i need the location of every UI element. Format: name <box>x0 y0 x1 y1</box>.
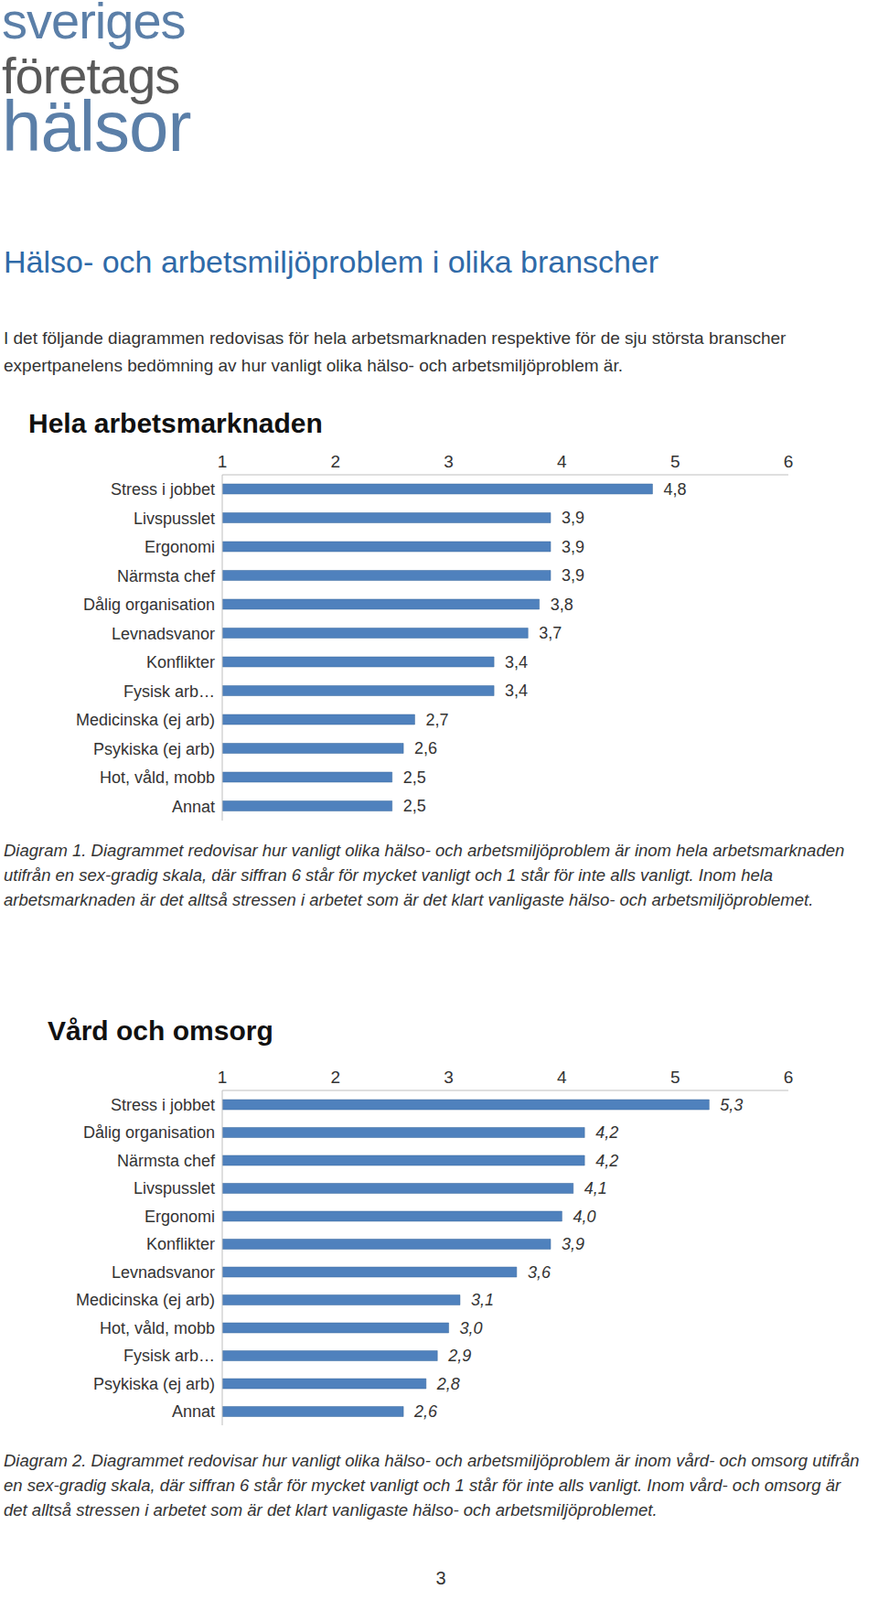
svg-text:2,7: 2,7 <box>425 710 449 729</box>
svg-text:3: 3 <box>443 451 454 472</box>
svg-text:2,8: 2,8 <box>436 1374 461 1393</box>
html-text:Diagram 1. Diagrammet redovisa: Diagram 1. Diagrammet redovisar hur vanl… <box>3 840 845 910</box>
html-text:företags: företags <box>1 46 180 105</box>
svg-text:Dålig organisation: Dålig organisation <box>83 595 215 614</box>
svg-text:4: 4 <box>556 451 568 472</box>
svg-text:3,0: 3,0 <box>460 1318 483 1338</box>
html-text:Diagram 2. Diagrammet redovisa: Diagram 2. Diagrammet redovisar hur vanl… <box>3 1450 860 1520</box>
svg-text:3,6: 3,6 <box>527 1263 552 1282</box>
svg-text:3,4: 3,4 <box>504 681 528 700</box>
html-text:Hälso- och arbetsmiljöproblem: Hälso- och arbetsmiljöproblem i olika br… <box>3 244 659 279</box>
svg-text:2,6: 2,6 <box>413 1402 439 1421</box>
svg-text:Hot, våld, mobb: Hot, våld, mobb <box>99 1318 215 1338</box>
svg-text:4,8: 4,8 <box>663 480 686 499</box>
svg-text:Dålig organisation: Dålig organisation <box>83 1123 215 1142</box>
svg-text:Livspusslet: Livspusslet <box>133 509 215 528</box>
svg-text:3,9: 3,9 <box>561 1234 585 1253</box>
svg-text:Psykiska (ej arb): Psykiska (ej arb) <box>93 739 215 759</box>
svg-text:3,9: 3,9 <box>561 566 585 585</box>
html-text:3: 3 <box>435 1567 446 1588</box>
svg-text:Medicinska (ej arb): Medicinska (ej arb) <box>75 710 215 729</box>
svg-text:3,9: 3,9 <box>561 508 585 527</box>
svg-text:Konflikter: Konflikter <box>146 1234 215 1253</box>
svg-text:6: 6 <box>783 1067 794 1087</box>
svg-text:1: 1 <box>217 451 228 472</box>
svg-text:Närmsta chef: Närmsta chef <box>117 567 216 586</box>
svg-text:5: 5 <box>670 1067 681 1087</box>
svg-text:4: 4 <box>556 1067 568 1087</box>
svg-text:Annat: Annat <box>171 797 215 816</box>
svg-text:2,6: 2,6 <box>414 738 438 758</box>
svg-text:3,1: 3,1 <box>471 1290 494 1309</box>
svg-text:3,9: 3,9 <box>561 537 585 557</box>
svg-text:3,8: 3,8 <box>550 595 574 614</box>
html-text:I det följande diagrammen redo: I det följande diagrammen redovisas för … <box>3 328 787 375</box>
svg-text:Medicinska (ej arb): Medicinska (ej arb) <box>75 1290 215 1309</box>
svg-text:Psykiska (ej arb): Psykiska (ej arb) <box>93 1374 215 1393</box>
svg-text:Stress i jobbet: Stress i jobbet <box>110 480 215 499</box>
html-text:hälsor: hälsor <box>1 85 191 167</box>
svg-text:3: 3 <box>443 1067 454 1087</box>
svg-text:5,3: 5,3 <box>719 1095 743 1114</box>
html-text:Vård och omsorg: Vård och omsorg <box>47 1015 274 1046</box>
svg-text:6: 6 <box>783 451 794 472</box>
svg-text:Levnadsvanor: Levnadsvanor <box>111 624 215 643</box>
svg-text:Konflikter: Konflikter <box>146 653 215 672</box>
svg-text:Hot, våld, mobb: Hot, våld, mobb <box>99 768 215 787</box>
svg-text:4,2: 4,2 <box>595 1123 619 1142</box>
svg-text:Levnadsvanor: Levnadsvanor <box>111 1263 215 1282</box>
svg-text:2,5: 2,5 <box>403 768 427 787</box>
svg-text:4,1: 4,1 <box>584 1178 608 1198</box>
svg-text:3,4: 3,4 <box>504 653 528 672</box>
svg-text:2: 2 <box>331 451 342 472</box>
svg-text:2,5: 2,5 <box>403 796 427 815</box>
svg-text:Livspusslet: Livspusslet <box>133 1178 215 1198</box>
svg-text:Annat: Annat <box>171 1402 215 1421</box>
svg-text:2: 2 <box>331 1067 342 1087</box>
svg-text:5: 5 <box>670 451 681 472</box>
svg-text:Stress i jobbet: Stress i jobbet <box>110 1095 215 1114</box>
svg-text:4,2: 4,2 <box>595 1151 619 1170</box>
svg-text:2,9: 2,9 <box>447 1346 472 1365</box>
svg-text:Ergonomi: Ergonomi <box>144 1207 215 1226</box>
svg-text:Ergonomi: Ergonomi <box>144 537 215 557</box>
svg-text:Fysisk arb…: Fysisk arb… <box>123 682 215 701</box>
html-text:Hela arbetsmarknaden: Hela arbetsmarknaden <box>28 407 323 439</box>
svg-text:4,0: 4,0 <box>572 1207 596 1226</box>
svg-text:Fysisk arb…: Fysisk arb… <box>123 1346 215 1365</box>
svg-text:3,7: 3,7 <box>538 623 562 643</box>
svg-text:Närmsta chef: Närmsta chef <box>117 1151 216 1170</box>
svg-text:1: 1 <box>217 1067 228 1087</box>
